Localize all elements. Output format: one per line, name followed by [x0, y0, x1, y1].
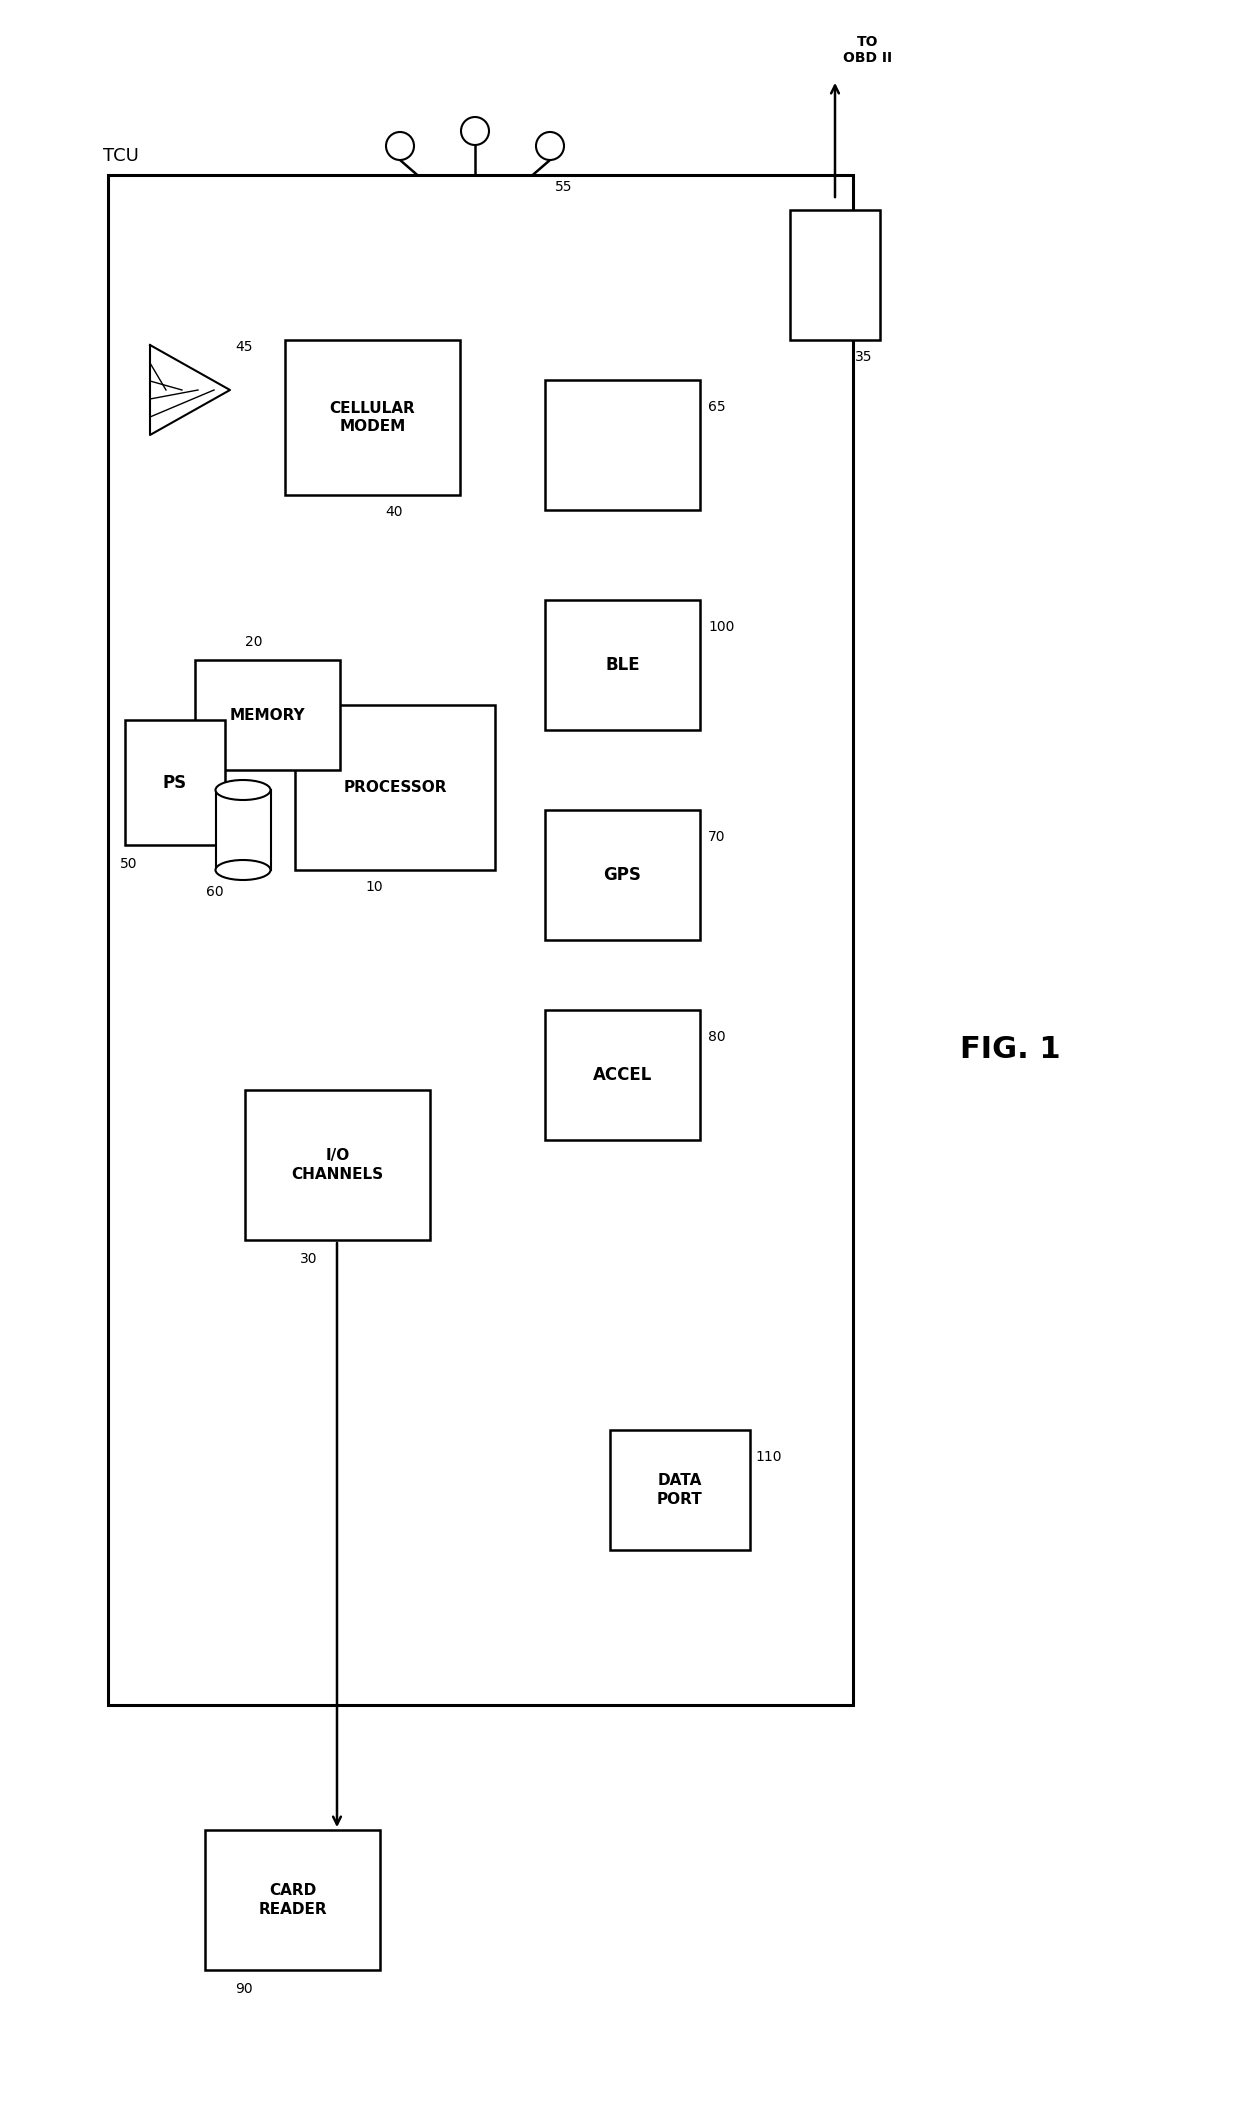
Text: 45: 45 — [236, 340, 253, 353]
Circle shape — [386, 132, 414, 160]
Text: I/O
CHANNELS: I/O CHANNELS — [291, 1149, 383, 1181]
Bar — [195, 660, 340, 769]
Text: 65: 65 — [708, 399, 725, 414]
Text: BLE: BLE — [605, 656, 640, 674]
Circle shape — [536, 132, 564, 160]
Text: ACCEL: ACCEL — [593, 1065, 652, 1084]
Text: 80: 80 — [708, 1029, 725, 1044]
Text: FIG. 1: FIG. 1 — [960, 1036, 1060, 1065]
Ellipse shape — [216, 779, 270, 800]
Bar — [108, 174, 853, 1706]
Text: 60: 60 — [206, 885, 223, 899]
Ellipse shape — [216, 859, 270, 880]
Text: CARD
READER: CARD READER — [258, 1882, 327, 1916]
Text: 10: 10 — [365, 880, 383, 895]
Bar — [546, 380, 701, 511]
Bar — [546, 811, 701, 939]
Text: 30: 30 — [300, 1252, 317, 1267]
Text: PS: PS — [162, 773, 187, 792]
Text: 35: 35 — [856, 351, 873, 363]
Text: DATA
PORT: DATA PORT — [657, 1473, 703, 1506]
Bar — [610, 1431, 750, 1551]
Text: CELLULAR
MODEM: CELLULAR MODEM — [330, 401, 415, 435]
Bar — [546, 1011, 701, 1141]
Bar — [295, 706, 495, 870]
Polygon shape — [150, 345, 229, 435]
Text: 100: 100 — [708, 620, 734, 635]
Text: 20: 20 — [246, 635, 263, 649]
Text: 90: 90 — [236, 1981, 253, 1996]
Text: PROCESSOR: PROCESSOR — [343, 779, 446, 794]
Text: TCU: TCU — [103, 147, 139, 166]
Bar — [546, 601, 701, 729]
Bar — [216, 790, 272, 870]
Bar — [790, 210, 880, 340]
Text: 110: 110 — [755, 1450, 781, 1464]
Text: 55: 55 — [556, 181, 573, 193]
Text: 40: 40 — [384, 504, 403, 519]
Text: 50: 50 — [120, 857, 138, 872]
Circle shape — [461, 118, 489, 145]
Text: 70: 70 — [708, 830, 725, 845]
Bar — [285, 340, 460, 496]
Text: TO
OBD II: TO OBD II — [843, 36, 892, 65]
Bar — [246, 1090, 430, 1240]
Text: GPS: GPS — [604, 866, 641, 885]
Bar — [125, 721, 224, 845]
Text: MEMORY: MEMORY — [229, 708, 305, 723]
Bar — [205, 1830, 379, 1971]
